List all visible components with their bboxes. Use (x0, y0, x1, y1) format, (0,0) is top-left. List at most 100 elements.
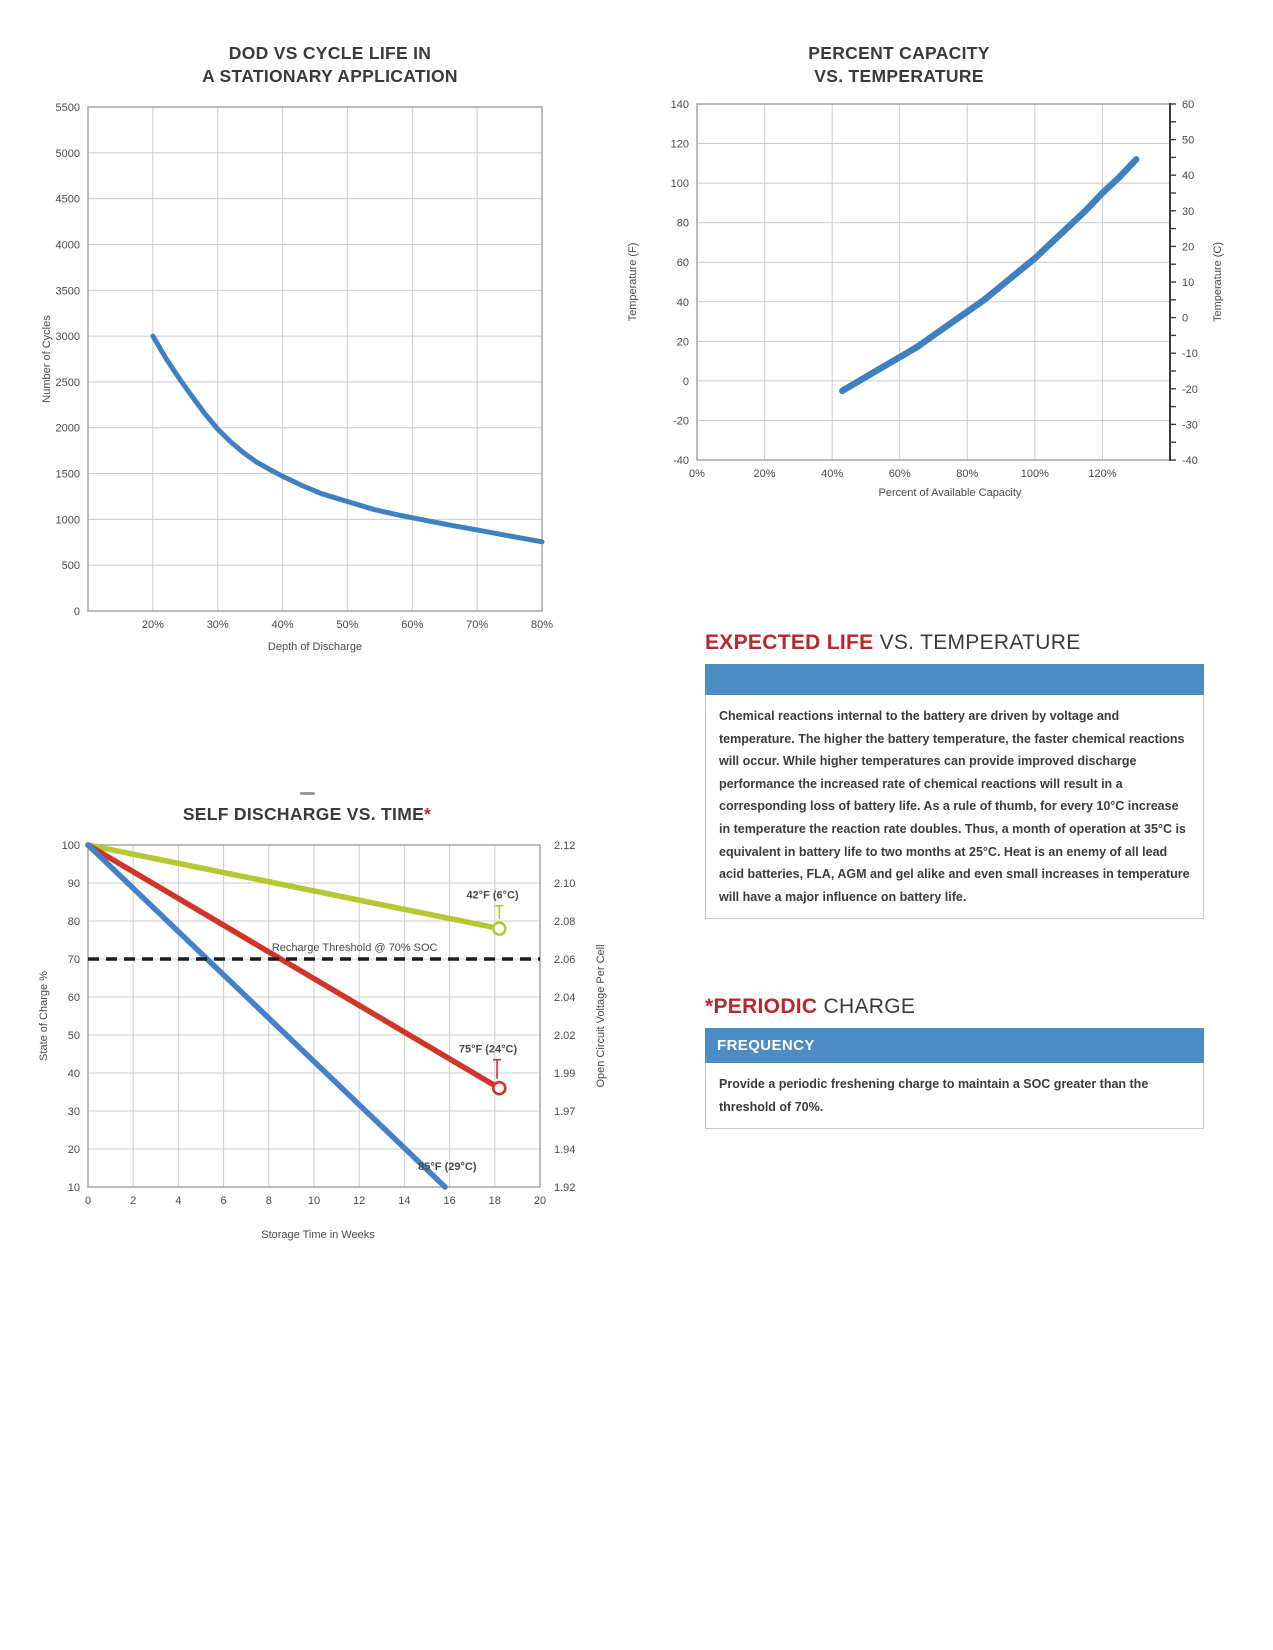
x-tick-label: 40% (272, 619, 294, 631)
y-tick-label: 50 (68, 1030, 80, 1042)
y-tick-label: 120 (671, 139, 689, 151)
x-tick-label: 20 (534, 1195, 546, 1207)
y2-tick-label: 1.97 (554, 1106, 575, 1118)
x-tick-label: 10 (308, 1195, 320, 1207)
y-tick-label: -20 (673, 415, 689, 427)
y-tick-label: 0 (683, 376, 689, 388)
y-axis-title-number-of-cycles: Number of Cycles (41, 315, 53, 403)
y2-tick-label: 2.10 (554, 878, 575, 890)
chart-capacity-vs-temperature: 0% 20% 40% 60% 80% 100% 120%140120100806040200… (671, 99, 1198, 480)
y-tick-label: 60 (68, 992, 80, 1004)
chart-title-text: PERCENT CAPACITY VS. TEMPERATURE (808, 43, 990, 86)
chart-title-suffix: * (424, 804, 432, 824)
periodic-charge-heading-accent: *PERIODIC (705, 995, 818, 1018)
y-axis-title-open-circuit-voltage: Open Circuit Voltage Per Cell (595, 944, 607, 1088)
y-axis-title-state-of-charge: State of Charge % (38, 971, 50, 1061)
periodic-charge-heading: *PERIODIC CHARGE (705, 994, 1204, 1019)
series-label: 42°F (6°C) (466, 889, 519, 901)
periodic-charge-body-box: Provide a periodic freshening charge to … (705, 1063, 1204, 1130)
x-tick-label: 30% (207, 619, 229, 631)
stray-mark (300, 792, 315, 795)
y-tick-label: 4000 (56, 239, 80, 251)
x-tick-label: 60% (401, 619, 423, 631)
y-tick-label: 2500 (56, 377, 80, 389)
y2-tick-label: 2.02 (554, 1030, 575, 1042)
y2-tick-label: 1.94 (554, 1144, 575, 1156)
y2-tick-label: 20 (1182, 241, 1194, 253)
chart-dod-cycle-life: 20% 30% 40% 50% 60% 70% 80% 0 500 1000 1500 2000 250… (56, 102, 554, 631)
x-tick-label: 0 (85, 1195, 91, 1207)
series-label: 85°F (29°C) (418, 1161, 477, 1173)
y2-tick-label: -20 (1182, 384, 1198, 396)
y-axis-title-temperature-c: Temperature (C) (1212, 241, 1224, 323)
y2-tick-label: 1.99 (554, 1068, 575, 1080)
y-tick-label: 70 (68, 954, 80, 966)
y-tick-label: 500 (62, 560, 80, 572)
y-tick-label: 40 (677, 297, 689, 309)
y2-tick-label: -40 (1182, 455, 1198, 467)
series-endpoint-42f-6c (492, 921, 507, 936)
y2-tick-label: 2.08 (554, 916, 575, 928)
plot-border (87, 844, 541, 1188)
x-tick-label: 20% (754, 468, 776, 480)
series-85f-29c (85, 842, 448, 1190)
y-tick-label: 80 (68, 916, 80, 928)
y-tick-label: 3000 (56, 331, 80, 343)
expected-life-heading-rest: VS. TEMPERATURE (873, 631, 1081, 654)
y2-tick-label: 2.06 (554, 954, 575, 966)
x-axis-title-depth-of-discharge: Depth of Discharge (267, 641, 363, 653)
periodic-charge-heading-rest: CHARGE (817, 995, 916, 1018)
x-tick-label: 12 (353, 1195, 365, 1207)
x-tick-label: 100% (1021, 468, 1049, 480)
plot-border (696, 103, 1171, 461)
y-tick-label: 100 (671, 178, 689, 190)
chart-title-text: SELF DISCHARGE VS. TIME (182, 804, 425, 824)
x-tick-label: 80% (956, 468, 978, 480)
x-tick-label: 8 (266, 1195, 272, 1207)
y-tick-label: 80 (677, 218, 689, 230)
x-tick-label: 20% (142, 619, 164, 631)
series-capacity (839, 156, 1140, 395)
y2-tick-label: 40 (1182, 170, 1194, 182)
x-tick-label: 6 (221, 1195, 227, 1207)
x-axis-title-percent-available-capacity: Percent of Available Capacity (878, 487, 1022, 499)
y2-tick-label: 2.04 (554, 992, 575, 1004)
x-tick-label: 4 (175, 1195, 181, 1207)
y-tick-label: 1500 (56, 469, 80, 481)
y2-tick-label: 1.92 (554, 1182, 575, 1194)
expected-life-body-text: Chemical reactions internal to the batte… (719, 709, 1190, 904)
y2-tick-label: 60 (1182, 99, 1194, 111)
series-42f-6c (85, 842, 503, 932)
y2-tick-label: -30 (1182, 419, 1198, 431)
y-tick-label: 10 (68, 1182, 80, 1194)
x-tick-label: 16 (443, 1195, 455, 1207)
y2-tick-label: 2.12 (554, 840, 575, 852)
series-75f-24c (85, 842, 503, 1091)
y-tick-label: 2000 (56, 423, 80, 435)
y-tick-label: 5500 (56, 102, 80, 114)
y2-tick-label: 0 (1182, 313, 1188, 325)
x-tick-label: 70% (466, 619, 488, 631)
expected-life-body-box: Chemical reactions internal to the batte… (705, 695, 1204, 920)
y2-tick-label: 10 (1182, 277, 1194, 289)
expected-life-section: EXPECTED LIFE VS. TEMPERATURE Chemical r… (705, 630, 1204, 920)
x-tick-label: 14 (398, 1195, 410, 1207)
x-tick-label: 80% (531, 619, 553, 631)
y-tick-label: 20 (677, 336, 689, 348)
plot-border (87, 106, 543, 612)
x-tick-label: 0% (689, 468, 705, 480)
chart-title-self-discharge-vs-time: SELF DISCHARGE VS. TIME* (80, 803, 534, 826)
y-tick-label: 60 (677, 257, 689, 269)
y-tick-label: 0 (74, 606, 80, 618)
y-tick-label: 40 (68, 1068, 80, 1080)
x-axis-title-storage-time-weeks: Storage Time in Weeks (261, 1229, 375, 1241)
frequency-header-bar: FREQUENCY (705, 1028, 1204, 1063)
y-tick-label: 30 (68, 1106, 80, 1118)
y-tick-label: 100 (62, 840, 80, 852)
y2-tick-label: 30 (1182, 206, 1194, 218)
chart-title-dod-cycle-life: DOD VS CYCLE LIFE IN A STATIONARY APPLIC… (103, 42, 557, 88)
x-tick-label: 50% (336, 619, 358, 631)
series-label: 75°F (24°C) (459, 1043, 518, 1055)
series-cycle-life (150, 333, 545, 545)
